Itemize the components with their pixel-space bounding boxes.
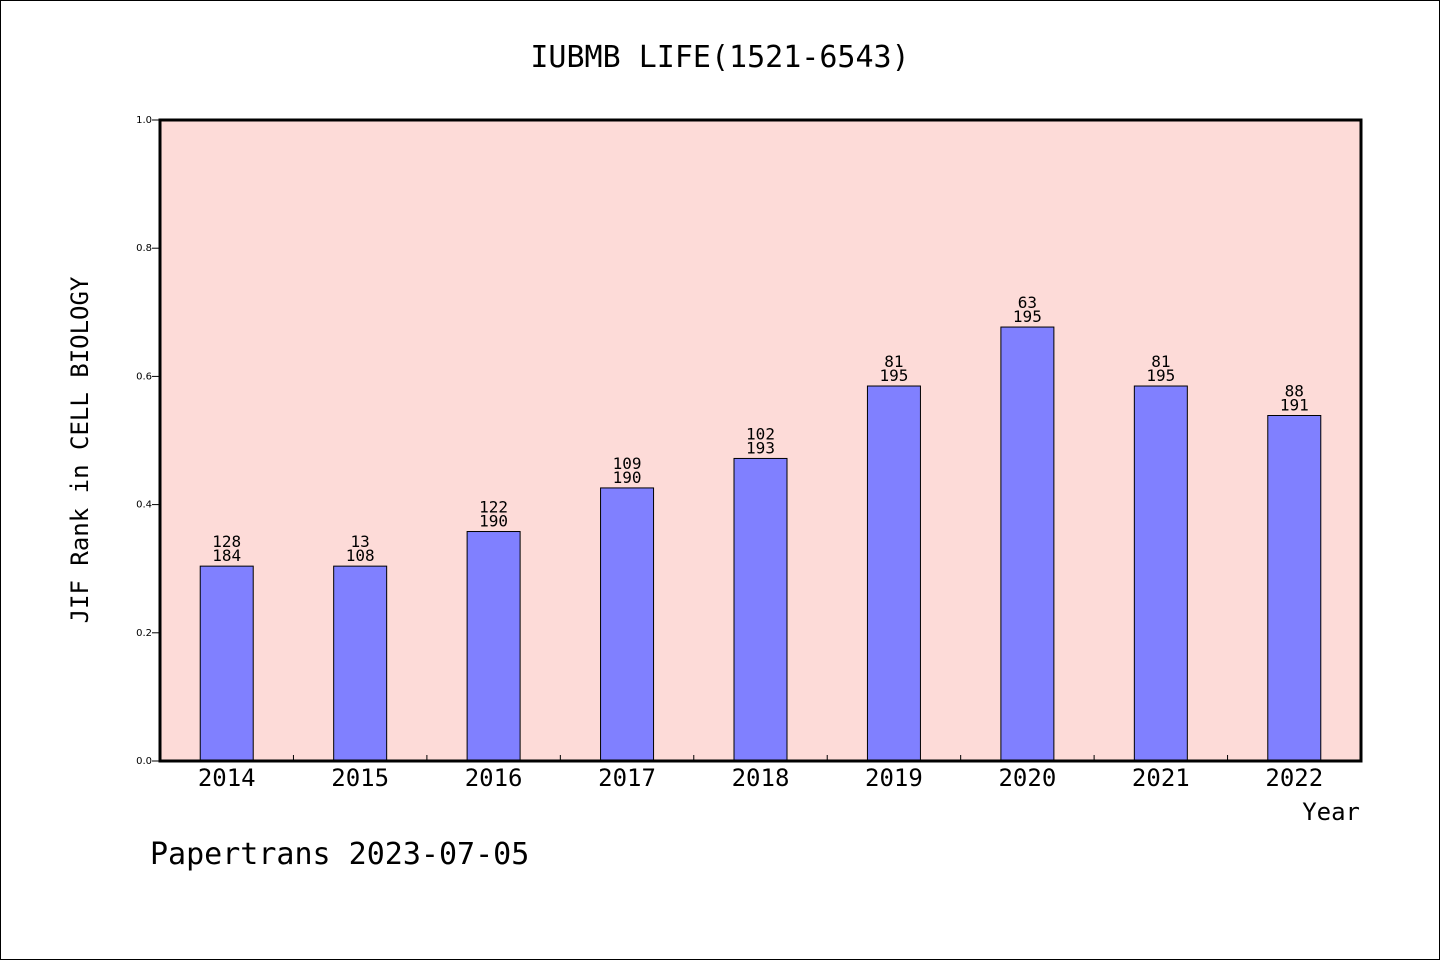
x-tick-label: 2015 <box>331 764 389 792</box>
bars-group <box>199 326 1322 762</box>
bar-total-label: 190 <box>479 512 508 531</box>
bar-total-label: 184 <box>212 546 241 565</box>
y-tick-label: 0.4 <box>136 500 152 511</box>
bar-rank-label: 63 <box>1018 293 1037 312</box>
y-tick-label: 0.8 <box>136 243 152 254</box>
bar-total-label: 193 <box>746 438 775 457</box>
bar-2018 <box>733 457 788 762</box>
bar-rank-label: 128 <box>212 532 241 551</box>
x-axis-ticks: 2014 2015 2016 2017 2018 2019 2020 2021 2022 <box>198 755 1323 792</box>
x-tick-label: 2018 <box>732 764 790 792</box>
bar-total-label: 195 <box>1146 366 1175 385</box>
y-axis-label: JIF Rank in CELL BIOLOGY <box>66 276 94 623</box>
bar-rank-label: 81 <box>1151 352 1170 371</box>
bar-rank-label: 13 <box>351 532 370 551</box>
x-tick-label: 2017 <box>598 764 656 792</box>
bar-total-label: 108 <box>346 546 375 565</box>
bar-2022 <box>1267 415 1322 762</box>
x-tick-label: 2021 <box>1132 764 1190 792</box>
bar-rank-label: 81 <box>884 352 903 371</box>
bar-total-label: 191 <box>1280 396 1309 415</box>
bar-2017 <box>600 487 655 762</box>
bar-2020 <box>1000 326 1055 762</box>
footer-text: Papertrans 2023-07-05 <box>150 837 529 872</box>
y-tick-label: 0.0 <box>136 756 152 767</box>
bar-2014 <box>199 565 254 762</box>
bar-rank-label: 102 <box>746 424 775 443</box>
bar-2021 <box>1133 385 1188 762</box>
x-tick-label: 2014 <box>198 764 256 792</box>
x-tick-label: 2022 <box>1265 764 1323 792</box>
plot-border <box>158 118 1363 763</box>
bar-2015 <box>333 565 388 762</box>
x-axis-label: Year <box>1302 798 1360 826</box>
y-tick-label: 0.2 <box>136 628 152 639</box>
y-tick-label: 1.0 <box>136 115 152 126</box>
bar-total-label: 195 <box>1013 307 1042 326</box>
y-tick-label: 0.6 <box>136 371 152 382</box>
bar-2016 <box>466 531 521 762</box>
bar-rank-label: 109 <box>613 454 642 473</box>
bar-labels-group: 1281841310812219010919010219381195631958… <box>212 293 1308 565</box>
bar-rank-label: 88 <box>1285 382 1304 401</box>
y-axis-ticks: 0.0 0.2 0.4 0.6 0.8 1.0 <box>136 115 160 767</box>
bar-total-label: 195 <box>879 366 908 385</box>
x-tick-label: 2019 <box>865 764 923 792</box>
chart-title: IUBMB LIFE(1521-6543) <box>530 40 909 75</box>
bar-2019 <box>866 385 921 762</box>
bar-rank-label: 122 <box>479 498 508 517</box>
x-tick-label: 2020 <box>998 764 1056 792</box>
bar-total-label: 190 <box>613 468 642 487</box>
x-tick-label: 2016 <box>465 764 523 792</box>
